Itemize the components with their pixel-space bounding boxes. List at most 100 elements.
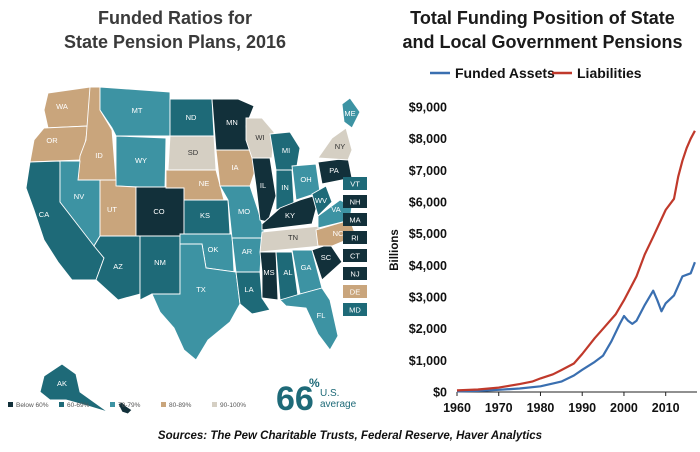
state-label-ny: NY bbox=[335, 142, 345, 151]
state-label-ks: KS bbox=[200, 211, 210, 220]
state-or bbox=[29, 125, 89, 163]
state-label-ak: AK bbox=[57, 379, 67, 388]
state-az bbox=[93, 235, 141, 301]
state-swatch-label-ct: CT bbox=[350, 252, 360, 261]
legend-label-funded-assets: Funded Assets bbox=[455, 65, 555, 81]
map-legend-swatch bbox=[161, 402, 166, 407]
state-me bbox=[341, 97, 361, 129]
state-label-mt: MT bbox=[132, 106, 143, 115]
y-tick-label: $3,000 bbox=[409, 291, 447, 305]
us-map: WA OR CA ID NV MT WY UT AZ CO NM ND SD NE KS OK TX MN IA MO… bbox=[25, 86, 367, 426]
us-average-callout: 66 % U.S. average bbox=[276, 376, 357, 418]
map-legend: Below 60% 60-69% 70-79% 80-89% 90-100% bbox=[8, 402, 246, 409]
state-label-va: VA bbox=[331, 205, 340, 214]
state-label-nv: NV bbox=[74, 192, 84, 201]
state-swatch-ct bbox=[343, 249, 367, 262]
x-tick-label: 1990 bbox=[568, 401, 596, 415]
map-legend-label: 80-89% bbox=[169, 402, 192, 409]
y-tick-label: $5,000 bbox=[409, 227, 447, 241]
map-legend-swatch bbox=[110, 402, 115, 407]
y-axis-label: Billions bbox=[389, 229, 401, 271]
chart-title-line1: Total Funding Position of State bbox=[410, 8, 675, 28]
state-swatch-label-vt: VT bbox=[350, 180, 360, 189]
state-swatch-nh bbox=[343, 195, 367, 208]
state-label-in: IN bbox=[281, 183, 289, 192]
state-swatch-nj bbox=[343, 267, 367, 280]
state-wa bbox=[43, 86, 93, 129]
state-label-wv: WV bbox=[315, 196, 327, 205]
state-swatch-label-nh: NH bbox=[350, 198, 361, 207]
average-label-us: U.S. bbox=[320, 388, 339, 399]
state-tx bbox=[151, 243, 241, 361]
chart-title: Total Funding Position of State and Loca… bbox=[385, 6, 700, 54]
legend-label-liabilities: Liabilities bbox=[577, 65, 642, 81]
state-label-nd: ND bbox=[186, 113, 197, 122]
y-tick-label: $7,000 bbox=[409, 164, 447, 178]
state-label-la: LA bbox=[244, 285, 253, 294]
state-label-mi: MI bbox=[282, 146, 290, 155]
state-label-wi: WI bbox=[255, 133, 264, 142]
map-legend-swatch bbox=[8, 402, 13, 407]
state-label-pa: PA bbox=[329, 166, 338, 175]
state-ny bbox=[317, 127, 353, 161]
state-label-hi: HI bbox=[118, 417, 126, 426]
map-title: Funded Ratios for State Pension Plans, 2… bbox=[10, 6, 340, 54]
chart-title-line2: and Local Government Pensions bbox=[402, 32, 683, 52]
y-tick-label: $4,000 bbox=[409, 259, 447, 273]
state-label-az: AZ bbox=[113, 262, 123, 271]
state-label-sc: SC bbox=[321, 253, 332, 262]
state-label-id: ID bbox=[95, 151, 103, 160]
state-label-me: ME bbox=[344, 109, 355, 118]
state-swatch-ri bbox=[343, 231, 367, 244]
state-label-ia: IA bbox=[231, 163, 238, 172]
y-tick-label: $8,000 bbox=[409, 132, 447, 146]
y-tick-label: $2,000 bbox=[409, 322, 447, 336]
state-ia bbox=[215, 149, 257, 187]
state-label-ga: GA bbox=[301, 263, 312, 272]
average-unit: % bbox=[309, 376, 320, 390]
state-label-wa: WA bbox=[56, 102, 68, 111]
x-tick-label: 1970 bbox=[485, 401, 513, 415]
state-label-or: OR bbox=[46, 136, 58, 145]
state-swatch-label-ri: RI bbox=[351, 234, 359, 243]
state-wv bbox=[311, 185, 333, 217]
map-title-line1: Funded Ratios for bbox=[98, 8, 252, 28]
state-swatch-label-ma: MA bbox=[349, 216, 360, 225]
state-swatch-vt bbox=[343, 177, 367, 190]
state-label-ms: MS bbox=[263, 268, 274, 277]
series-line-funded-assets bbox=[456, 261, 696, 393]
x-tick-label: 2000 bbox=[610, 401, 638, 415]
y-tick-label: $9,000 bbox=[409, 101, 447, 115]
source-note: Sources: The Pew Charitable Trusts, Fede… bbox=[157, 430, 543, 442]
funding-line-chart: $0 $1,000 $2,000 $3,000 $4,000 $5,000 $6,000 $7… bbox=[389, 65, 697, 415]
state-ms bbox=[259, 251, 279, 301]
x-tick-label: 1980 bbox=[527, 401, 555, 415]
state-label-il: IL bbox=[260, 181, 266, 190]
state-label-oh: OH bbox=[300, 175, 311, 184]
state-label-tn: TN bbox=[288, 233, 298, 242]
state-label-ok: OK bbox=[208, 245, 219, 254]
x-tick-label: 2010 bbox=[652, 401, 680, 415]
state-swatch-label-md: MD bbox=[349, 306, 361, 315]
map-legend-swatch bbox=[59, 402, 64, 407]
state-label-co: CO bbox=[153, 207, 164, 216]
y-tick-label: $1,000 bbox=[409, 354, 447, 368]
state-nm bbox=[139, 235, 181, 301]
state-fl bbox=[279, 287, 339, 351]
state-label-mo: MO bbox=[238, 207, 250, 216]
y-tick-label: $0 bbox=[433, 386, 447, 400]
map-legend-label: 60-69% bbox=[67, 402, 90, 409]
average-value: 66 bbox=[276, 380, 314, 418]
state-label-tx: TX bbox=[196, 285, 206, 294]
state-label-ne: NE bbox=[199, 179, 209, 188]
state-label-nm: NM bbox=[154, 258, 166, 267]
map-legend-label: 70-79% bbox=[118, 402, 141, 409]
state-label-sd: SD bbox=[188, 148, 199, 157]
state-swatch-label-de: DE bbox=[350, 288, 360, 297]
state-swatch-md bbox=[343, 303, 367, 316]
state-label-nc: NC bbox=[333, 229, 344, 238]
map-legend-label: Below 60% bbox=[16, 402, 49, 409]
state-swatch-label-nj: NJ bbox=[350, 270, 359, 279]
state-label-ca: CA bbox=[39, 210, 49, 219]
